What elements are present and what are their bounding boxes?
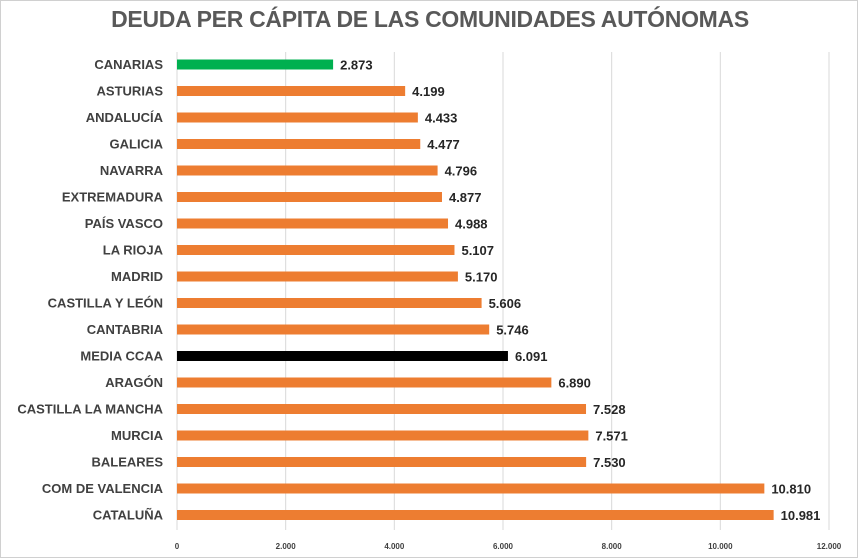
x-tick-label: 2.000 [276, 542, 297, 551]
value-label: 5.170 [465, 270, 498, 285]
value-labels: 2.873 4.199 4.433 4.477 4.796 4.877 4.988 5.107… [340, 58, 820, 524]
category-label: MURCIA [111, 428, 164, 443]
bar [177, 351, 508, 361]
category-labels: CANARIAS ASTURIAS ANDALUCÍA GALICIA NAVARRA E… [17, 57, 163, 523]
category-label: ARAGÓN [105, 375, 163, 390]
bar [177, 324, 490, 335]
category-label: BALEARES [91, 455, 163, 470]
value-label: 2.873 [340, 58, 373, 73]
x-tick-label: 8.000 [602, 542, 623, 551]
value-label: 5.606 [489, 296, 522, 311]
category-label: ANDALUCÍA [86, 110, 164, 125]
category-label: ASTURIAS [97, 84, 164, 99]
value-label: 5.746 [496, 323, 529, 338]
value-label: 4.433 [425, 111, 458, 126]
bar [177, 457, 587, 467]
chart-title: DEUDA PER CÁPITA DE LAS COMUNIDADES AUTÓ… [111, 6, 749, 32]
value-label: 6.091 [515, 349, 548, 364]
value-label: 7.530 [593, 455, 626, 470]
value-label: 5.107 [461, 243, 494, 258]
bar [177, 377, 552, 388]
bar [177, 271, 458, 282]
category-label: CANARIAS [94, 57, 163, 72]
category-label: CANTABRIA [87, 322, 164, 337]
bar [177, 165, 438, 176]
category-label: COM DE VALENCIA [42, 481, 164, 496]
x-tick-label: 6.000 [493, 542, 514, 551]
value-label: 4.988 [455, 217, 488, 232]
value-label: 4.199 [412, 84, 445, 99]
x-tick-label: 10.000 [708, 542, 733, 551]
category-label: CATALUÑA [93, 508, 164, 523]
category-label: CASTILLA LA MANCHA [17, 402, 163, 417]
category-label: CASTILLA Y LEÓN [48, 296, 163, 311]
bar [177, 59, 334, 70]
x-axis-ticks: 0 2.000 4.000 6.000 8.000 10.000 12.000 [175, 542, 842, 551]
bar [177, 218, 449, 229]
value-label: 7.528 [593, 402, 626, 417]
value-label: 4.796 [445, 164, 478, 179]
category-label: NAVARRA [100, 163, 164, 178]
category-label: EXTREMADURA [62, 190, 164, 205]
bar [177, 86, 406, 96]
x-tick-label: 4.000 [384, 542, 405, 551]
bar [177, 483, 765, 494]
bars [177, 59, 774, 520]
x-tick-label: 12.000 [817, 542, 842, 551]
bar [177, 192, 442, 202]
value-label: 10.810 [771, 482, 811, 497]
bar [177, 404, 587, 414]
bar [177, 245, 455, 255]
category-label: MEDIA CCAA [80, 349, 163, 364]
bar [177, 139, 421, 149]
bar [177, 510, 774, 520]
value-label: 4.877 [449, 190, 482, 205]
bar [177, 112, 418, 123]
category-label: MADRID [111, 269, 163, 284]
category-label: GALICIA [110, 137, 164, 152]
x-tick-label: 0 [175, 542, 180, 551]
category-label: LA RIOJA [103, 243, 164, 258]
value-label: 10.981 [781, 508, 821, 523]
value-label: 7.571 [595, 429, 628, 444]
gridlines [176, 52, 830, 530]
bar [177, 430, 589, 441]
value-label: 4.477 [427, 137, 460, 152]
category-label: PAÍS VASCO [85, 216, 163, 231]
value-label: 6.890 [558, 376, 591, 391]
bar [177, 298, 482, 308]
